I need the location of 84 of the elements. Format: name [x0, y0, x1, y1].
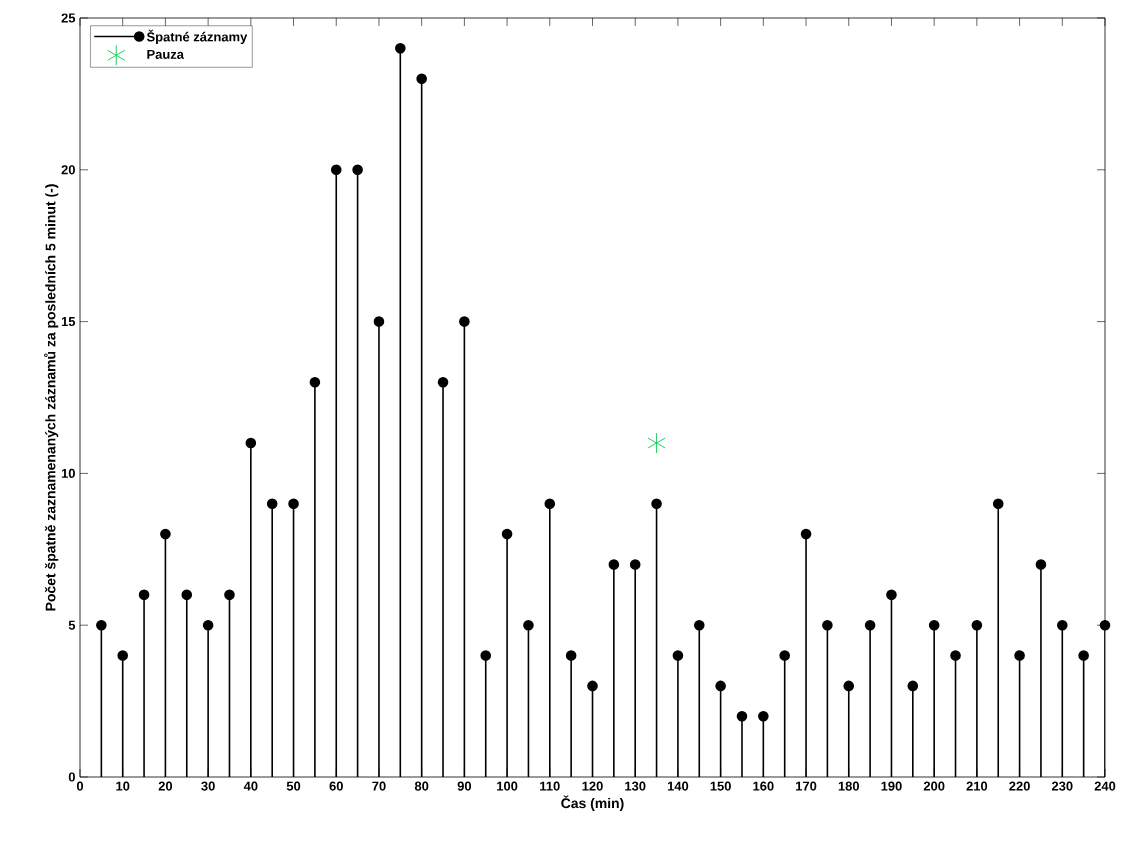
x-tick-label: 10: [116, 781, 130, 791]
point: [523, 619, 534, 631]
point: [309, 377, 321, 388]
point: [629, 559, 641, 570]
point: [245, 437, 257, 449]
x-tick-label: 90: [457, 781, 472, 791]
point: [1014, 650, 1025, 661]
y-tick-label: 5: [68, 620, 76, 630]
x-tick-label: 100: [497, 781, 518, 791]
legend-label: Špatné záznamy: [146, 29, 248, 45]
point: [736, 710, 748, 722]
point: [138, 589, 150, 601]
x-tick-label: 170: [796, 781, 817, 791]
x-tick-label: 210: [966, 781, 988, 791]
y-tick-label: 0: [68, 772, 75, 782]
y-tick-label: 20: [61, 165, 75, 175]
point: [1035, 559, 1047, 570]
point: [992, 498, 1004, 510]
point: [971, 619, 983, 631]
point: [715, 680, 726, 692]
x-tick-label: 130: [625, 781, 646, 791]
y-tick-label: 25: [61, 13, 76, 23]
point: [1078, 650, 1089, 661]
point: [96, 619, 107, 631]
point: [437, 377, 449, 388]
point: [352, 164, 363, 176]
point: [330, 164, 342, 176]
point: [608, 559, 620, 570]
x-tick-label: 230: [1051, 781, 1073, 791]
point: [693, 619, 705, 631]
point: [1057, 619, 1068, 631]
point: [822, 619, 833, 631]
x-tick-label: 190: [881, 781, 902, 791]
point: [843, 680, 855, 692]
x-tick-label: 20: [158, 781, 173, 791]
point: [395, 43, 406, 54]
legend-label: Pauza: [147, 49, 185, 59]
point: [672, 650, 684, 661]
point: [459, 316, 470, 327]
point: [544, 498, 556, 510]
x-tick-label: 240: [1094, 781, 1116, 791]
x-tick-label: 150: [710, 781, 731, 791]
point: [950, 650, 961, 661]
x-tick-label: 60: [329, 781, 343, 791]
point: [202, 619, 214, 631]
point: [758, 710, 769, 722]
point: [565, 650, 577, 661]
x-tick-label: 80: [414, 781, 429, 791]
point: [288, 498, 299, 510]
point: [181, 589, 193, 601]
point: [373, 316, 385, 327]
point: [224, 589, 235, 601]
point: [907, 680, 919, 692]
point: [1099, 619, 1111, 631]
x-tick-label: 180: [838, 781, 860, 791]
point: [928, 619, 940, 631]
point: [416, 73, 427, 85]
x-tick-label: 40: [243, 781, 258, 791]
point: [587, 680, 598, 692]
x-tick-label: 70: [372, 781, 386, 791]
x-tick-label: 30: [201, 781, 215, 791]
x-tick-label: 140: [667, 781, 689, 791]
point: [864, 619, 876, 631]
x-tick-label: 0: [76, 781, 84, 791]
x-tick-label: 160: [753, 781, 774, 791]
point: [266, 498, 278, 510]
point: [800, 528, 812, 540]
x-tick-label: 220: [1009, 781, 1030, 791]
y-tick-label: 15: [61, 317, 76, 327]
x-tick-label: 200: [923, 781, 945, 791]
point: [651, 498, 662, 510]
point: [779, 650, 790, 661]
x-tick-label: 110: [540, 781, 560, 791]
point: [160, 528, 171, 540]
x-tick-label: 120: [582, 781, 603, 791]
y-tick-label: 10: [61, 468, 75, 478]
point: [117, 650, 129, 661]
point: [480, 650, 492, 661]
x-axis-title: Čas (min): [561, 795, 624, 811]
point: [501, 528, 513, 540]
point: [647, 432, 666, 454]
y-axis-title: Počet špatně zaznamenaných záznamů za posledních 5 minut (-): [44, 184, 59, 611]
point: [886, 589, 897, 601]
x-tick-label: 50: [286, 781, 301, 791]
